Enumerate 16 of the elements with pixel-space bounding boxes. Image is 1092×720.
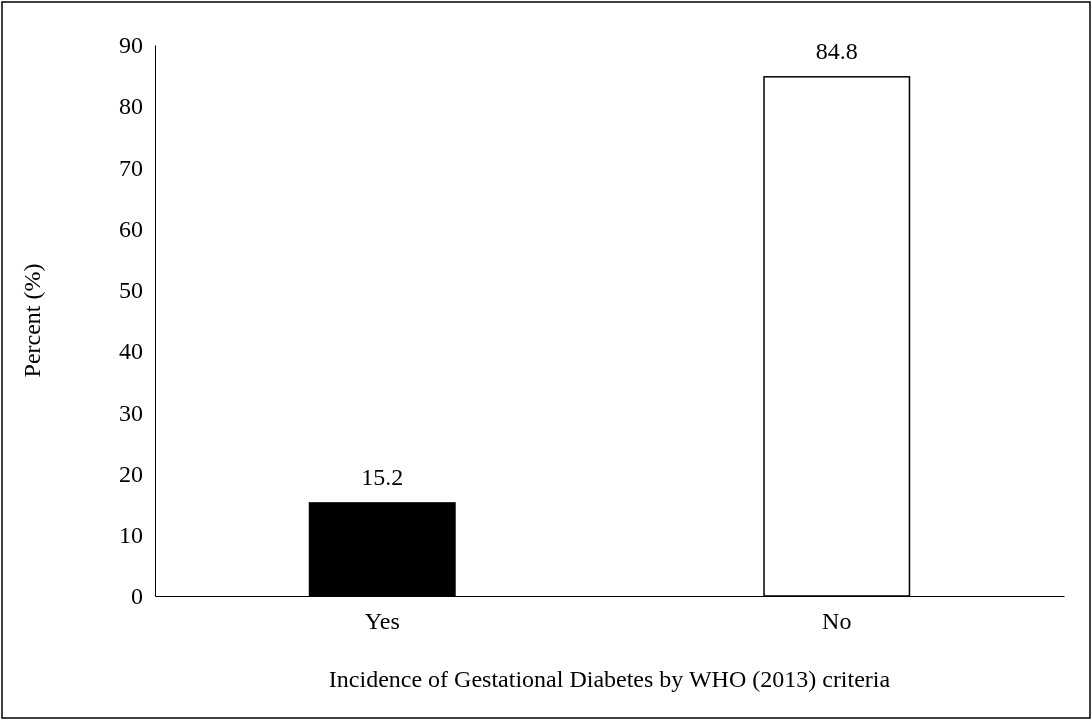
y-tick-label: 20: [119, 460, 143, 487]
y-tick-label: 30: [119, 399, 143, 426]
y-tick-label: 10: [119, 521, 143, 548]
y-tick-label: 40: [119, 338, 143, 365]
x-tick-label: No: [822, 608, 852, 635]
data-label: 84.8: [815, 37, 858, 64]
y-tick-label: 90: [119, 32, 143, 59]
y-tick-label: 80: [119, 93, 143, 120]
y-tick-label: 70: [119, 154, 143, 181]
y-tick-label: 60: [119, 215, 143, 242]
data-label: 15.2: [361, 463, 404, 490]
x-tick-label: Yes: [364, 608, 400, 635]
y-tick-label: 0: [131, 583, 143, 610]
x-axis-title: Incidence of Gestational Diabetes by WHO (2013) criteria: [328, 666, 891, 692]
y-tick-label: 50: [119, 277, 143, 304]
y-axis-title: Percent (%): [19, 263, 45, 378]
